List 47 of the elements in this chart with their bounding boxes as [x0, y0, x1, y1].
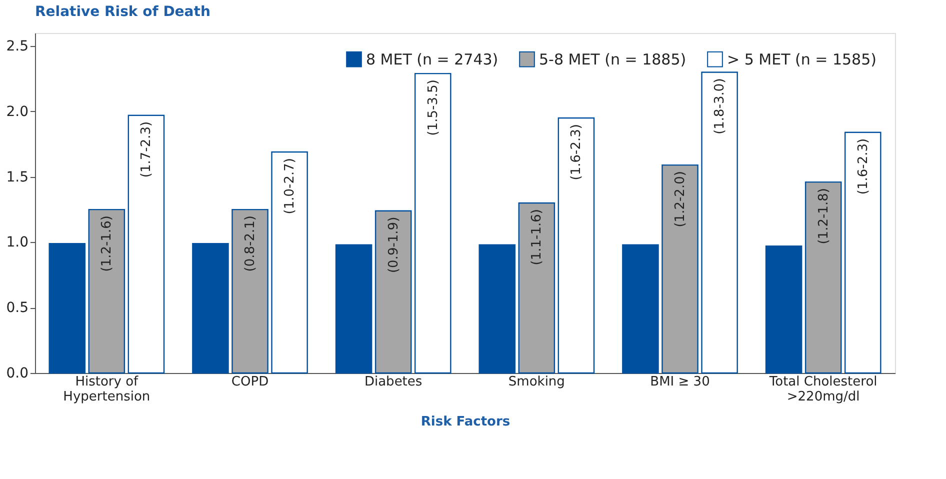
y-tick-label: 1.5	[6, 169, 28, 186]
bar	[128, 114, 165, 374]
data-label: (1.2-1.8)	[816, 188, 832, 244]
x-tick-label: Total Cholesterol >220mg/dl	[768, 374, 878, 404]
bar	[88, 208, 126, 374]
data-label: (0.9-1.9)	[386, 216, 402, 274]
bar	[192, 242, 229, 374]
x-tick-label: Smoking	[508, 374, 565, 390]
bar	[478, 244, 516, 374]
bar	[374, 210, 412, 374]
bar	[335, 244, 372, 374]
data-label: (1.8-3.0)	[712, 78, 728, 134]
x-tick-label: History of Hypertension	[63, 374, 150, 404]
y-tick-label: 2.0	[6, 104, 28, 120]
data-label: (1.6-2.3)	[569, 124, 584, 180]
y-tick-label: 1.0	[6, 234, 28, 251]
bar	[844, 132, 882, 374]
data-label: (1.1-1.6)	[530, 209, 545, 266]
bar	[558, 117, 595, 374]
bar	[701, 72, 738, 374]
bar	[232, 208, 268, 374]
x-tick-label: COPD	[231, 374, 269, 390]
x-tick-label: BMI ≥ 30	[650, 374, 710, 390]
legend-label: 8 MET (n = 2743)	[366, 50, 498, 68]
bar	[804, 181, 842, 374]
x-tick-label: Diabetes	[364, 374, 422, 390]
y-tick-label: 0.0	[6, 366, 28, 382]
bar	[414, 72, 452, 374]
y-tick-label: 0.5	[6, 300, 28, 316]
legend-label: > 5 MET (n = 1585)	[727, 50, 876, 68]
bar	[662, 164, 698, 374]
data-label: (1.5-3.5)	[426, 80, 441, 136]
chart-title: Relative Risk of Death	[35, 4, 210, 20]
data-label: (1.0-2.7)	[282, 158, 298, 214]
data-label: (1.2-1.6)	[100, 216, 115, 272]
data-label: (1.6-2.3)	[856, 138, 871, 195]
x-axis-title: Risk Factors	[420, 414, 510, 430]
data-label: (0.8-2.1)	[243, 216, 258, 272]
data-label: (1.2-2.0)	[673, 171, 688, 228]
bar	[48, 242, 86, 374]
y-tick-label: 2.5	[6, 38, 28, 55]
data-label: (1.7-2.3)	[139, 121, 154, 178]
bar	[765, 246, 802, 374]
bar	[622, 244, 659, 374]
bar	[518, 202, 556, 374]
bar	[271, 151, 308, 374]
legend-label: 5-8 MET (n = 1885)	[539, 50, 686, 68]
